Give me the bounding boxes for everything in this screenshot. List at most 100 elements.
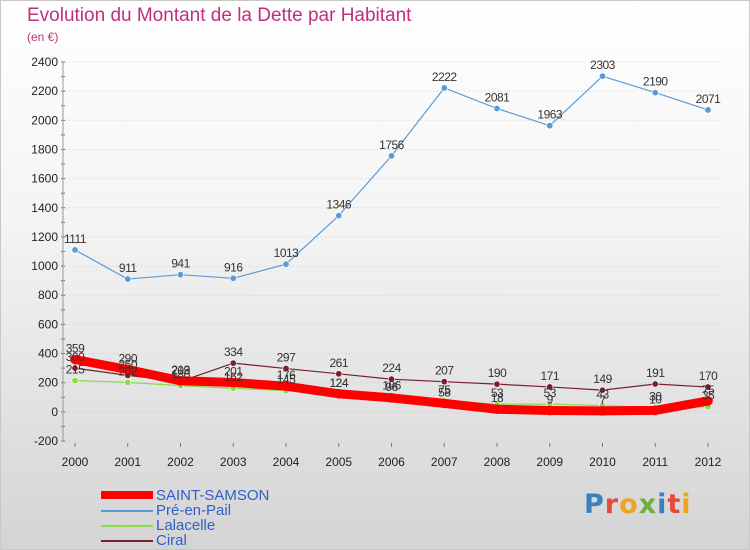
data-label: 145 xyxy=(277,373,296,387)
data-label: 176 xyxy=(277,368,296,382)
y-tick-label: 1200 xyxy=(31,230,58,244)
logo-letter: o xyxy=(619,489,639,520)
data-point xyxy=(386,393,397,403)
data-label: 180 xyxy=(171,368,190,382)
data-point xyxy=(175,375,186,386)
x-tick-label: 2006 xyxy=(378,455,405,469)
x-tick-label: 2002 xyxy=(167,455,194,469)
data-point xyxy=(177,271,185,279)
data-point xyxy=(229,274,237,282)
data-label: 1111 xyxy=(64,232,87,246)
data-point xyxy=(650,405,661,416)
data-point xyxy=(71,364,79,372)
y-tick-label: 2000 xyxy=(31,113,58,127)
y-tick-label: 2400 xyxy=(31,55,58,69)
data-label: 2071 xyxy=(696,92,722,106)
data-label: 1963 xyxy=(537,108,563,122)
data-label: 213 xyxy=(171,363,190,377)
series-line xyxy=(74,75,709,280)
x-tick-label: 2009 xyxy=(536,455,563,469)
x-tick-label: 2004 xyxy=(273,455,300,469)
data-label: 202 xyxy=(118,364,137,378)
legend-swatch xyxy=(101,491,153,499)
y-tick-label: 1800 xyxy=(31,142,58,156)
data-point xyxy=(597,406,608,416)
data-point xyxy=(282,365,290,373)
x-tick-label: 2000 xyxy=(62,455,89,469)
data-point xyxy=(335,370,343,378)
y-tick-label: -200 xyxy=(34,434,58,448)
data-label: 1013 xyxy=(274,246,300,260)
data-point xyxy=(440,84,448,92)
data-label: 190 xyxy=(488,366,507,380)
data-label: 2081 xyxy=(485,91,511,105)
data-label: 124 xyxy=(329,376,348,390)
data-point xyxy=(546,383,554,391)
data-point xyxy=(704,106,712,114)
data-label: 297 xyxy=(277,351,296,365)
data-point xyxy=(71,246,79,254)
data-label: 96 xyxy=(385,380,398,394)
legend-label: Pré-en-Pail xyxy=(156,502,232,519)
data-point xyxy=(387,375,395,383)
logo-letter: P xyxy=(584,489,605,520)
chart-title: Evolution du Montant de la Dette par Hab… xyxy=(27,5,412,26)
logo-letter: r xyxy=(604,489,620,520)
legend-label: Lalacelle xyxy=(156,517,216,534)
data-label: 18 xyxy=(491,391,504,405)
data-label: 10 xyxy=(649,392,662,406)
data-point xyxy=(387,152,395,160)
data-label: 170 xyxy=(699,369,718,383)
logo-letter: i xyxy=(657,489,668,520)
data-label: 334 xyxy=(224,345,243,359)
data-label: 2222 xyxy=(432,70,458,84)
data-label: 75 xyxy=(702,383,715,397)
data-label: 2303 xyxy=(590,58,616,72)
data-label: 75 xyxy=(438,383,451,397)
data-point xyxy=(651,380,659,388)
x-tick-label: 2003 xyxy=(220,455,247,469)
data-label: 30 xyxy=(649,389,662,403)
data-point xyxy=(651,89,659,97)
logo-letter: t xyxy=(667,489,682,520)
data-point xyxy=(333,388,344,399)
data-point xyxy=(704,383,712,391)
chart-unit: (en €) xyxy=(27,30,59,44)
data-label: 290 xyxy=(118,352,137,366)
data-label: 106 xyxy=(382,378,401,392)
data-label: 911 xyxy=(119,261,137,275)
x-tick-label: 2012 xyxy=(695,455,722,469)
y-tick-label: 1000 xyxy=(31,259,58,273)
data-point xyxy=(439,398,450,409)
x-tick-label: 2010 xyxy=(589,455,616,469)
data-label: 53 xyxy=(544,386,557,400)
data-point xyxy=(229,359,237,367)
data-point xyxy=(228,377,239,388)
legend-swatch xyxy=(101,510,153,512)
data-point xyxy=(703,396,713,406)
data-label: 1346 xyxy=(326,198,352,212)
data-label: 207 xyxy=(435,364,454,378)
data-label: 941 xyxy=(171,257,190,271)
data-point xyxy=(124,275,132,283)
y-tick-label: 800 xyxy=(38,288,58,302)
x-tick-label: 2001 xyxy=(114,455,141,469)
data-point xyxy=(440,378,448,386)
y-tick-label: 200 xyxy=(38,376,58,390)
data-label: 9 xyxy=(547,393,554,407)
data-label: 359 xyxy=(66,342,85,356)
data-label: 53 xyxy=(491,386,504,400)
data-point xyxy=(71,377,79,385)
y-tick-label: 600 xyxy=(38,317,58,331)
x-tick-label: 2008 xyxy=(484,455,511,469)
logo-letter: x xyxy=(638,489,658,520)
data-point xyxy=(492,404,502,415)
y-tick-label: 1600 xyxy=(31,172,58,186)
data-point xyxy=(282,260,290,268)
data-label: 250 xyxy=(118,357,137,371)
data-point xyxy=(70,354,80,365)
proxiti-logo: Proxiti xyxy=(584,489,692,520)
data-point xyxy=(493,380,501,388)
